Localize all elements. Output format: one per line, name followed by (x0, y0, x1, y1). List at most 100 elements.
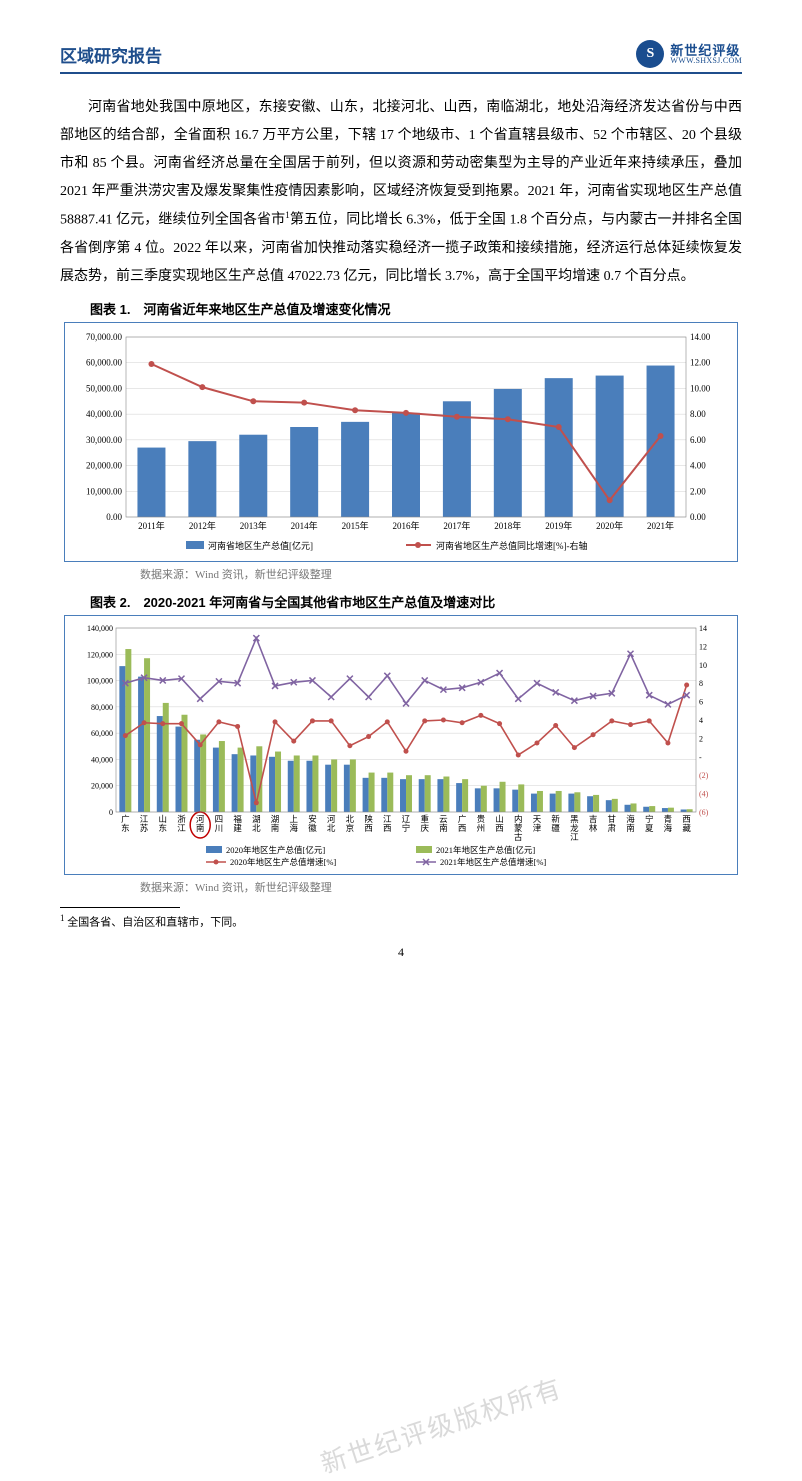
svg-text:河南省地区生产总值同比增速[%]-右轴: 河南省地区生产总值同比增速[%]-右轴 (436, 540, 588, 551)
svg-text:20,000.00: 20,000.00 (86, 460, 123, 470)
figure-1-title: 图表 1. 河南省近年来地区生产总值及增速变化情况 (90, 299, 742, 318)
svg-text:夏: 夏 (645, 823, 654, 833)
svg-text:4.00: 4.00 (690, 460, 706, 470)
svg-text:海: 海 (664, 823, 673, 833)
svg-text:70,000.00: 70,000.00 (86, 332, 123, 342)
svg-text:津: 津 (533, 823, 542, 833)
chart-1-svg: 0.00 10,000.00 20,000.00 30,000.00 40,000.00… (71, 329, 731, 559)
svg-text:100,000: 100,000 (87, 676, 113, 685)
footnote: 1 全国各省、自治区和直辖市，下同。 (60, 912, 742, 931)
svg-text:苏: 苏 (140, 823, 149, 833)
svg-text:-: - (699, 752, 702, 761)
svg-text:2020年: 2020年 (596, 520, 623, 531)
svg-text:西: 西 (495, 823, 504, 833)
page-number: 4 (60, 945, 742, 960)
svg-text:14: 14 (699, 624, 707, 633)
svg-text:8.00: 8.00 (690, 409, 706, 419)
svg-text:川: 川 (215, 823, 224, 833)
svg-text:50,000.00: 50,000.00 (86, 383, 123, 393)
svg-text:0: 0 (109, 808, 113, 817)
figure-2-chart: 新世纪评级版权所有 020,00040,00060,00080,000100,0… (64, 615, 738, 875)
svg-text:2014年: 2014年 (291, 520, 318, 531)
svg-text:2020年地区生产总值增速[%]: 2020年地区生产总值增速[%] (230, 857, 336, 867)
svg-text:60,000: 60,000 (91, 729, 113, 738)
svg-text:北: 北 (327, 823, 336, 833)
svg-text:徽: 徽 (308, 823, 317, 833)
logo-name: 新世纪评级 (670, 44, 742, 57)
svg-text:2015年: 2015年 (342, 520, 369, 531)
svg-text:60,000.00: 60,000.00 (86, 357, 123, 367)
svg-text:西: 西 (383, 823, 392, 833)
svg-text:(6): (6) (699, 808, 709, 817)
svg-text:2.00: 2.00 (690, 486, 706, 496)
svg-text:2021年地区生产总值[亿元]: 2021年地区生产总值[亿元] (436, 845, 535, 855)
svg-text:南: 南 (271, 823, 280, 833)
watermark: 新世纪评级版权所有 (315, 1368, 566, 1481)
svg-text:40,000.00: 40,000.00 (86, 409, 123, 419)
svg-text:12: 12 (699, 642, 707, 651)
svg-text:40,000: 40,000 (91, 755, 113, 764)
svg-text:江: 江 (570, 832, 579, 842)
svg-text:0.00: 0.00 (106, 512, 122, 522)
svg-text:2: 2 (699, 734, 703, 743)
paragraph-1: 河南省地处我国中原地区，东接安徽、山东，北接河北、山西，南临湖北，地处沿海经济发… (60, 94, 742, 291)
doc-title: 区域研究报告 (60, 42, 162, 67)
svg-text:30,000.00: 30,000.00 (86, 435, 123, 445)
svg-text:14.00: 14.00 (690, 332, 711, 342)
header: 区域研究报告 S 新世纪评级 WWW.SHXSJ.COM (60, 40, 742, 74)
svg-text:南: 南 (196, 823, 205, 833)
svg-text:宁: 宁 (402, 823, 411, 833)
svg-text:2021年: 2021年 (647, 520, 674, 531)
logo-icon: S (636, 40, 664, 68)
svg-text:10.00: 10.00 (690, 383, 711, 393)
svg-text:建: 建 (233, 823, 242, 833)
svg-text:2020年地区生产总值[亿元]: 2020年地区生产总值[亿元] (226, 845, 325, 855)
svg-text:2019年: 2019年 (545, 520, 572, 531)
figure-1-chart: 新世纪评级版权所有 0.0010,000.0020,000.0030,000.0… (64, 322, 738, 562)
svg-text:2013年: 2013年 (240, 520, 267, 531)
svg-text:2016年: 2016年 (392, 520, 419, 531)
svg-text:80,000: 80,000 (91, 703, 113, 712)
svg-text:北: 北 (252, 823, 261, 833)
chart-2-svg: 0 20,000 40,000 60,000 80,000 100,000 120,000 1… (71, 622, 731, 872)
svg-text:2018年: 2018年 (494, 520, 521, 531)
logo: S 新世纪评级 WWW.SHXSJ.COM (636, 40, 742, 68)
svg-text:东: 东 (159, 823, 168, 833)
svg-text:10: 10 (699, 660, 707, 669)
figure-1-source: 数据来源：Wind 资讯，新世纪评级整理 (140, 566, 742, 582)
svg-text:20,000: 20,000 (91, 781, 113, 790)
svg-text:西: 西 (458, 823, 467, 833)
svg-text:8: 8 (699, 679, 703, 688)
svg-text:2017年: 2017年 (443, 520, 470, 531)
svg-text:肃: 肃 (608, 823, 617, 833)
svg-text:南: 南 (626, 823, 635, 833)
svg-text:疆: 疆 (551, 823, 560, 833)
svg-text:州: 州 (477, 823, 486, 833)
svg-text:10,000.00: 10,000.00 (86, 486, 123, 496)
svg-text:藏: 藏 (682, 823, 691, 833)
svg-text:南: 南 (439, 823, 448, 833)
svg-text:(2): (2) (699, 771, 709, 780)
svg-text:江: 江 (177, 823, 186, 833)
svg-text:2011年: 2011年 (138, 520, 165, 531)
svg-text:古: 古 (514, 832, 523, 842)
svg-text:140,000: 140,000 (87, 624, 113, 633)
footnote-separator (60, 907, 180, 908)
svg-text:120,000: 120,000 (87, 650, 113, 659)
figure-2-title: 图表 2. 2020-2021 年河南省与全国其他省市地区生产总值及增速对比 (90, 592, 742, 611)
page: 区域研究报告 S 新世纪评级 WWW.SHXSJ.COM 河南省地处我国中原地区… (0, 0, 802, 990)
svg-text:2021年地区生产总值增速[%]: 2021年地区生产总值增速[%] (440, 857, 546, 867)
svg-text:庆: 庆 (420, 823, 429, 833)
svg-text:河南省地区生产总值[亿元]: 河南省地区生产总值[亿元] (208, 540, 313, 551)
svg-text:2012年: 2012年 (189, 520, 216, 531)
svg-text:林: 林 (589, 823, 598, 833)
svg-text:4: 4 (699, 716, 703, 725)
logo-url: WWW.SHXSJ.COM (670, 57, 742, 65)
figure-2-source: 数据来源：Wind 资讯，新世纪评级整理 (140, 879, 742, 895)
svg-text:京: 京 (346, 823, 355, 833)
svg-text:12.00: 12.00 (690, 357, 711, 367)
svg-text:6.00: 6.00 (690, 435, 706, 445)
svg-text:6: 6 (699, 697, 703, 706)
svg-text:海: 海 (289, 823, 298, 833)
svg-text:(4): (4) (699, 789, 709, 798)
